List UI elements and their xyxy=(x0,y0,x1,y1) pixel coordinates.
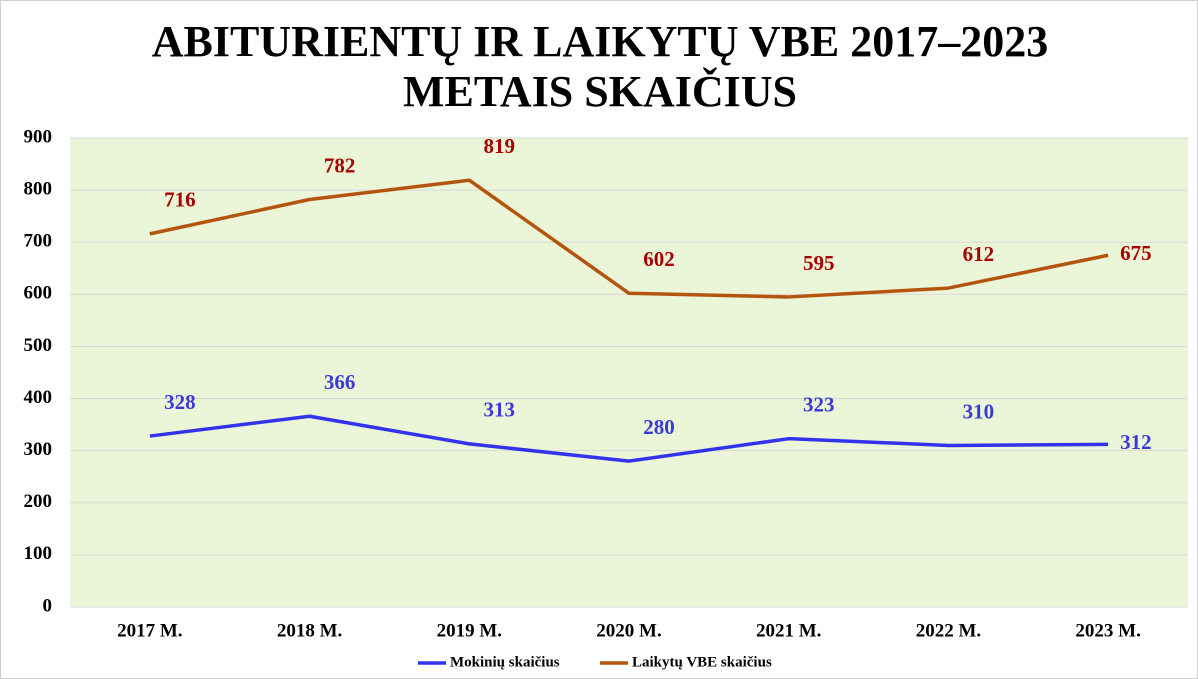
x-tick-label: 2021 M. xyxy=(756,620,821,641)
series-line xyxy=(149,178,1109,299)
y-tick-label: 400 xyxy=(24,387,53,408)
chart-title-line: METAIS SKAIČIUS xyxy=(403,67,797,116)
y-tick-label: 800 xyxy=(24,178,53,199)
data-label: 313 xyxy=(484,398,516,422)
legend-label: Mokinių skaičius xyxy=(450,654,560,670)
data-label: 819 xyxy=(484,134,516,158)
data-label: 328 xyxy=(164,390,196,414)
data-label: 602 xyxy=(643,247,675,271)
series-line xyxy=(149,414,1109,463)
y-tick-label: 100 xyxy=(24,543,53,564)
chart-title-line: ABITURIENTŲ IR LAIKYTŲ VBE 2017–2023 xyxy=(152,17,1048,66)
data-label: 366 xyxy=(324,370,356,394)
legend-label: Laikytų VBE skaičius xyxy=(632,654,772,670)
x-tick-label: 2023 M. xyxy=(1075,620,1140,641)
x-tick-label: 2017 M. xyxy=(117,620,182,641)
x-tick-label: 2022 M. xyxy=(916,620,981,641)
x-tick-label: 2019 M. xyxy=(437,620,502,641)
y-tick-label: 500 xyxy=(24,335,53,356)
y-tick-label: 0 xyxy=(43,595,53,616)
plot-area xyxy=(70,138,1188,607)
data-label: 312 xyxy=(1120,430,1152,454)
y-tick-label: 200 xyxy=(24,491,53,512)
x-tick-label: 2020 M. xyxy=(596,620,661,641)
x-tick-label: 2018 M. xyxy=(277,620,342,641)
data-label: 280 xyxy=(643,415,675,439)
data-label: 310 xyxy=(963,399,995,423)
data-label: 612 xyxy=(963,242,995,266)
data-label: 595 xyxy=(803,251,835,275)
data-label: 782 xyxy=(324,153,356,177)
y-tick-label: 600 xyxy=(24,283,53,304)
y-tick-label: 300 xyxy=(24,439,53,460)
y-tick-label: 700 xyxy=(24,231,53,252)
data-label: 716 xyxy=(164,188,196,212)
y-tick-label: 900 xyxy=(24,126,53,147)
data-label: 675 xyxy=(1120,241,1152,265)
data-label: 323 xyxy=(803,392,835,416)
